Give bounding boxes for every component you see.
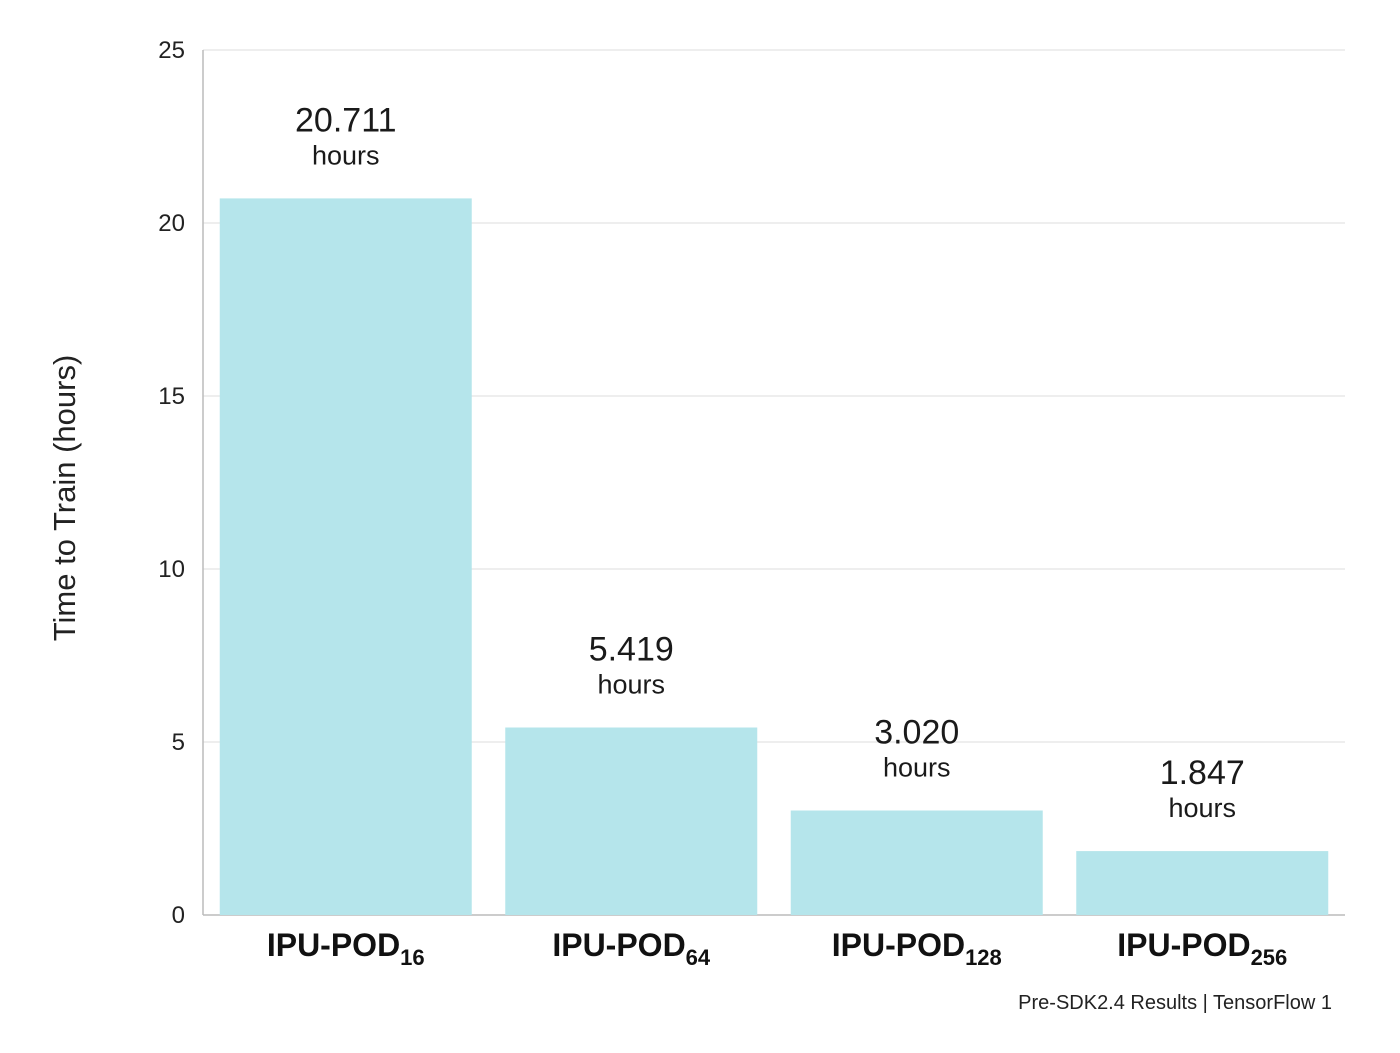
x-category-subscript: 256 (1251, 945, 1288, 970)
bar-unit-label: hours (883, 753, 951, 783)
y-tick-label: 10 (158, 556, 185, 583)
x-category-label: IPU-POD256 (1117, 927, 1287, 970)
x-category-label: IPU-POD128 (832, 927, 1002, 970)
y-tick-label: 25 (158, 37, 185, 64)
bar-value-label: 5.419 (589, 631, 674, 669)
x-category-name: IPU-POD (832, 927, 965, 963)
y-tick-label: 15 (158, 383, 185, 410)
bar-value-label: 20.711 (295, 101, 396, 139)
x-category-name: IPU-POD (267, 927, 400, 963)
x-category-name: IPU-POD (1117, 927, 1250, 963)
y-tick-label: 0 (172, 902, 185, 929)
x-category-label: IPU-POD64 (552, 927, 711, 970)
bar-unit-label: hours (597, 670, 665, 700)
x-axis-categories: IPU-POD16 IPU-POD64 IPU-POD128 IPU-POD256 (267, 927, 1287, 970)
y-axis-title: Time to Train (hours) (47, 355, 82, 642)
bar-unit-label: hours (1168, 793, 1236, 823)
x-category-subscript: 128 (965, 945, 1002, 970)
y-axis: 0 5 10 15 20 25 (158, 37, 204, 929)
x-category-subscript: 64 (686, 945, 711, 970)
bar (1076, 851, 1329, 915)
bar (219, 198, 472, 915)
y-tick-label: 5 (172, 729, 185, 756)
bar-value-label: 3.020 (874, 714, 959, 752)
bars (219, 198, 1329, 915)
bar (505, 727, 758, 915)
bar-unit-label: hours (312, 140, 380, 170)
bar-value-label: 1.847 (1160, 754, 1245, 792)
bar (790, 810, 1043, 915)
x-category-name: IPU-POD (552, 927, 685, 963)
x-category-label: IPU-POD16 (267, 927, 425, 970)
x-category-subscript: 16 (400, 945, 424, 970)
y-tick-label: 20 (158, 210, 185, 237)
footnote: Pre-SDK2.4 Results | TensorFlow 1 (1018, 992, 1332, 1014)
